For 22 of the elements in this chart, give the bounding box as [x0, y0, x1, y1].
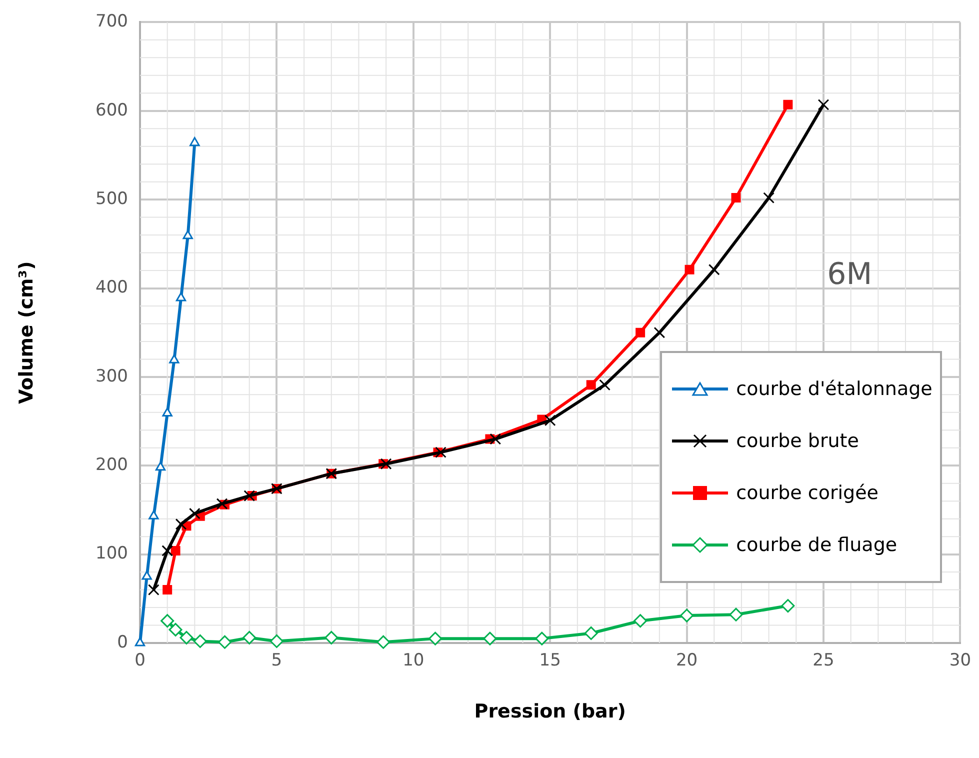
- x-tick-label: 25: [812, 650, 834, 671]
- legend-label: courbe de fluage: [736, 534, 898, 556]
- legend-label: courbe brute: [736, 430, 859, 452]
- legend-label: courbe corigée: [736, 482, 878, 504]
- y-tick-label: 500: [96, 188, 128, 209]
- x-axis-title: Pression (bar): [474, 700, 626, 723]
- x-tick-label: 15: [539, 650, 561, 671]
- y-tick-label: 600: [96, 100, 128, 120]
- x-tick-label: 30: [949, 650, 972, 671]
- y-tick-label: 400: [96, 278, 128, 298]
- annotation: 6M: [827, 257, 872, 292]
- legend-label: courbe d'étalonnage: [736, 378, 932, 400]
- y-tick-label: 200: [96, 455, 128, 476]
- y-tick-label: 0: [117, 632, 128, 652]
- x-tick-label: 0: [134, 650, 146, 671]
- x-tick-label: 10: [402, 650, 424, 671]
- y-axis-title: Volume (cm³): [15, 261, 38, 404]
- y-tick-label: 300: [96, 366, 128, 386]
- x-tick-label: 20: [676, 650, 698, 671]
- y-tick-label: 100: [96, 544, 128, 564]
- y-tick-label: 700: [96, 12, 128, 32]
- x-tick-label: 5: [271, 650, 282, 671]
